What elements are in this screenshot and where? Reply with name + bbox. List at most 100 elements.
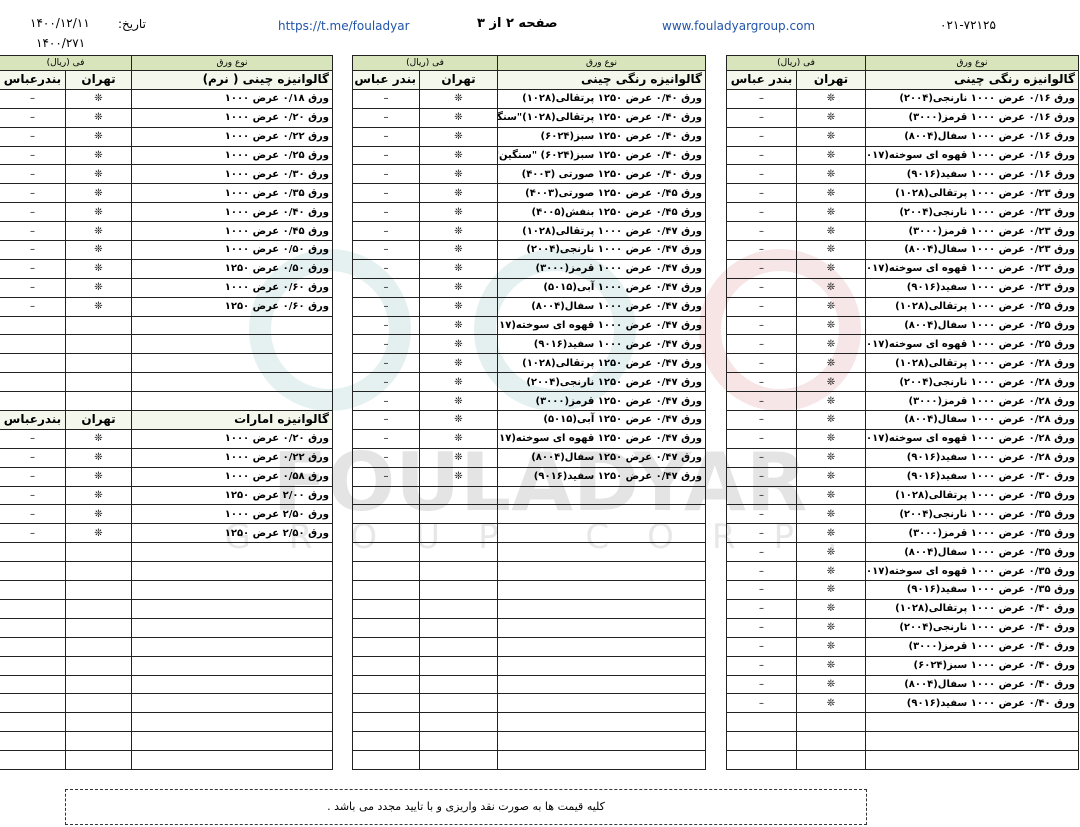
item-name: ورق ۰/۴۷ عرض ۱۲۵۰ قرمز(۳۰۰۰)	[497, 391, 706, 412]
empty-cell	[497, 561, 706, 582]
empty-cell	[419, 655, 498, 676]
price-tehran: ❊	[65, 485, 132, 506]
price-tehran: ❊	[419, 145, 498, 166]
price-bandar: –	[351, 126, 421, 147]
price-bandar: –	[725, 88, 798, 109]
item-row: ورق ۰/۱۶ عرض ۱۰۰۰ قرمز(۳۰۰۰) ❊ –	[725, 107, 1079, 128]
item-row: ورق ۰/۲۸ عرض ۱۰۰۰ نارنجی(۲۰۰۴) ❊ –	[725, 372, 1079, 393]
item-name: ورق ۰/۴۷ عرض ۱۲۵۰ قهوه ای سوخته(۸۰۱۷)	[497, 428, 706, 449]
item-row: ورق ۰/۴۰ عرض ۱۲۵۰ سبز(۶۰۲۴) ❊ –	[351, 126, 706, 147]
empty-row	[351, 598, 706, 619]
empty-cell	[725, 731, 798, 752]
empty-cell	[497, 523, 706, 544]
empty-cell	[497, 580, 706, 600]
item-name: ورق ۰/۱۸ عرض ۱۰۰۰	[131, 88, 333, 109]
price-tehran: ❊	[419, 126, 498, 147]
phone: ۰۲۱-۷۲۱۲۵	[940, 18, 996, 32]
empty-cell	[351, 636, 421, 657]
price-tehran: ❊	[796, 561, 866, 582]
col-bandar: بندر عباس	[725, 70, 798, 90]
price-bandar: –	[0, 523, 67, 544]
item-name: ورق ۰/۴۷ عرض ۱۲۵۰ نارنجی(۲۰۰۴)	[497, 372, 706, 393]
price-table: نوع ورق فی (ریال) گالوانیزه رنگی چینی تهران…	[725, 55, 1079, 770]
price-tehran: ❊	[419, 88, 498, 109]
item-name: ورق ۰/۲۸ عرض ۱۰۰۰ نارنجی(۲۰۰۴)	[865, 372, 1079, 393]
price-tehran: ❊	[796, 655, 866, 676]
price-bandar: –	[351, 240, 421, 260]
empty-row	[0, 334, 333, 355]
item-row: ورق ۰/۲۰ عرض ۱۰۰۰ ❊ –	[0, 107, 333, 128]
price-tehran: ❊	[796, 674, 866, 695]
price-tehran: ❊	[419, 277, 498, 298]
price-bandar: –	[725, 277, 798, 298]
empty-cell	[419, 712, 498, 733]
price-tehran: ❊	[796, 485, 866, 506]
item-name: ورق ۰/۴۷ عرض ۱۰۰۰ سفال(۸۰۰۴)	[497, 296, 706, 317]
price-tehran: ❊	[419, 202, 498, 223]
item-row: ورق ۰/۳۰ عرض ۱۰۰۰ سفید(۹۰۱۶) ❊ –	[725, 466, 1079, 487]
item-row: ورق ۰/۴۰ عرض ۱۰۰۰ نارنجی(۲۰۰۴) ❊ –	[725, 617, 1079, 638]
price-tehran: ❊	[65, 202, 132, 223]
empty-cell	[497, 542, 706, 563]
price-tehran: ❊	[65, 164, 132, 185]
price-tehran: ❊	[419, 334, 498, 355]
empty-cell	[725, 750, 798, 770]
item-row: ورق ۰/۵۰ عرض ۱۰۰۰ ❊ –	[0, 240, 333, 260]
price-tehran: ❊	[419, 296, 498, 317]
price-bandar: –	[725, 428, 798, 449]
item-row: ورق ۰/۲۳ عرض ۱۰۰۰ پرتقالی(۱۰۲۸) ❊ –	[725, 183, 1079, 204]
empty-row	[351, 485, 706, 506]
price-bandar: –	[725, 258, 798, 279]
empty-cell	[796, 712, 866, 733]
item-row: ورق ۰/۴۰ عرض ۱۰۰۰ سبز(۶۰۲۴) ❊ –	[725, 655, 1079, 676]
telegram[interactable]: https://t.me/fouladyar	[278, 19, 410, 33]
empty-cell	[65, 391, 132, 412]
col-tehran: تهران	[419, 70, 498, 90]
price-tehran: ❊	[796, 88, 866, 109]
empty-cell	[65, 542, 132, 563]
item-name: ورق ۰/۲۸ عرض ۱۰۰۰ قرمز(۳۰۰۰)	[865, 391, 1079, 412]
price-bandar: –	[0, 296, 67, 317]
price-bandar: –	[725, 221, 798, 242]
price-tehran: ❊	[796, 353, 866, 374]
item-name: ورق ۰/۲۳ عرض ۱۰۰۰ نارنجی(۲۰۰۴)	[865, 202, 1079, 223]
price-bandar: –	[725, 693, 798, 714]
empty-cell	[497, 674, 706, 695]
price-bandar: –	[725, 202, 798, 223]
col-tehran: تهران	[65, 410, 132, 430]
item-name: ورق ۰/۴۵ عرض ۱۰۰۰	[131, 221, 333, 242]
item-row: ورق ۰/۵۰ عرض ۱۲۵۰ ❊ –	[0, 258, 333, 279]
item-row: ورق ۰/۲۲ عرض ۱۰۰۰ ❊ –	[0, 126, 333, 147]
price-table: نوع ورق فی (ریال) گالوانیزه چینی ( نرم) تهر…	[0, 55, 333, 770]
item-name: ورق ۰/۴۰ عرض ۱۲۵۰ صورتی (۴۰۰۳)	[497, 164, 706, 185]
price-tehran: ❊	[796, 391, 866, 412]
empty-cell	[131, 353, 333, 374]
item-name: ورق ۰/۳۵ عرض ۱۰۰۰	[131, 183, 333, 204]
empty-cell	[65, 315, 132, 336]
empty-cell	[351, 693, 421, 714]
item-name: ورق ۰/۲۵ عرض ۱۰۰۰	[131, 145, 333, 166]
item-name: ورق ۰/۳۰ عرض ۱۰۰۰ سفید(۹۰۱۶)	[865, 466, 1079, 487]
footer-note: کلیه قیمت ها به صورت نقد واریزی و با تای…	[65, 789, 867, 825]
item-name: ورق ۰/۴۷ عرض ۱۰۰۰ آبی(۵۰۱۵)	[497, 277, 706, 298]
price-tehran: ❊	[65, 523, 132, 544]
item-row: ورق ۰/۲۸ عرض ۱۰۰۰ پرتقالی(۱۰۲۸) ❊ –	[725, 353, 1079, 374]
price-label: فی (ریال)	[351, 55, 499, 71]
item-row: ورق ۰/۲۰ عرض ۱۰۰۰ ❊ –	[0, 428, 333, 449]
website[interactable]: www.fouladyargroup.com	[662, 19, 816, 33]
empty-row	[351, 731, 706, 752]
price-bandar: –	[725, 598, 798, 619]
empty-cell	[65, 561, 132, 582]
item-row: ورق ۰/۴۷ عرض ۱۲۵۰ سفال(۸۰۰۴) ❊ –	[351, 447, 706, 468]
item-name: ورق ۰/۱۶ عرض ۱۰۰۰ سفال(۸۰۰۴)	[865, 126, 1079, 147]
header-row: نوع ورق فی (ریال)	[725, 55, 1079, 71]
item-name: ورق ۰/۵۸ عرض ۱۰۰۰	[131, 466, 333, 487]
item-row: ورق ۰/۳۵ عرض ۱۰۰۰ سفال(۸۰۰۴) ❊ –	[725, 542, 1079, 563]
section-title: گالوانیزه رنگی چینی	[865, 70, 1079, 90]
item-row: ورق ۰/۴۰ عرض ۱۰۰۰ سفال(۸۰۰۴) ❊ –	[725, 674, 1079, 695]
item-name: ورق ۰/۴۷ عرض ۱۲۵۰ آبی(۵۰۱۵)	[497, 410, 706, 430]
price-bandar: –	[725, 391, 798, 412]
price-bandar: –	[351, 428, 421, 449]
item-row: ورق ۰/۳۵ عرض ۱۰۰۰ سفید(۹۰۱۶) ❊ –	[725, 580, 1079, 600]
empty-row	[725, 731, 1079, 752]
